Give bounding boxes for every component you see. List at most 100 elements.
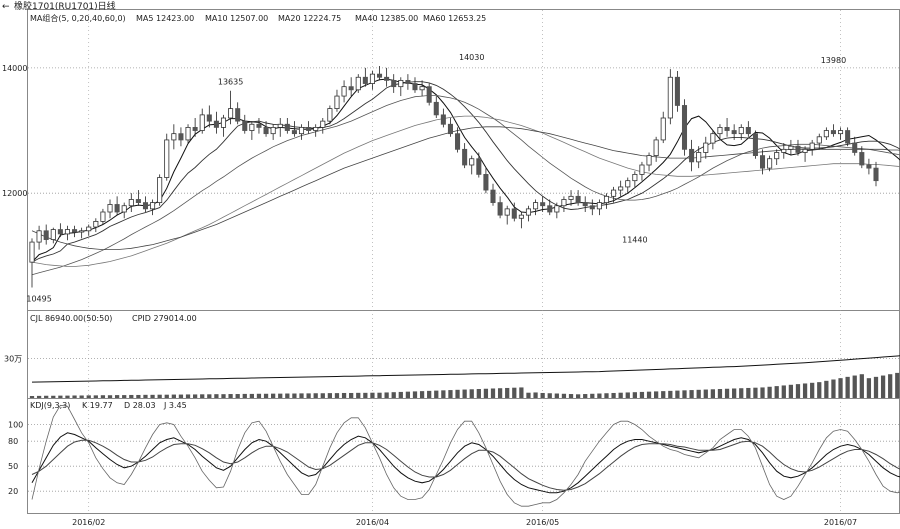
candle-body-up (838, 130, 844, 135)
candle (142, 196, 149, 212)
candle (440, 108, 446, 128)
volume-bar (540, 392, 545, 398)
candle (547, 199, 553, 216)
candle (689, 139, 695, 172)
candle (220, 114, 227, 137)
candle (107, 199, 113, 219)
candle-body-up (568, 195, 574, 200)
volume-bar (639, 391, 645, 398)
volume-bar (845, 376, 850, 398)
candle-body-up (533, 202, 539, 210)
candle (852, 136, 858, 156)
candle-body-down (213, 120, 219, 128)
volume-bar (292, 393, 297, 398)
candle-body-down (114, 204, 120, 213)
candle (752, 130, 758, 159)
volume-bar (717, 389, 723, 398)
candle-body-up (327, 108, 333, 122)
volume-bar (157, 394, 162, 398)
ma-line-ma60 (31, 126, 900, 251)
volume-bar (476, 389, 481, 398)
candle (589, 199, 595, 216)
volume-legend-label: CJL 86940.00(50:50) (30, 314, 112, 323)
volume-bar (185, 394, 191, 398)
candle-body-up (171, 133, 177, 141)
volume-bar (114, 395, 120, 398)
volume-bar (44, 395, 49, 398)
volume-bar (611, 392, 616, 398)
candle-body-down (540, 202, 546, 207)
volume-bar (526, 392, 531, 398)
volume-bar (462, 389, 467, 398)
ma-line-ma40 (31, 115, 900, 267)
candle (483, 168, 489, 194)
candle-body-up (717, 127, 723, 135)
volume-bar (164, 394, 169, 398)
volume-bar (313, 393, 318, 398)
candle (596, 199, 602, 216)
volume-bar (349, 392, 354, 398)
candle-body-down (589, 205, 595, 210)
price-annotation-label: 13635 (218, 78, 243, 87)
candle-body-down (192, 127, 198, 131)
candle-body-down (362, 76, 368, 84)
candle-body-up (164, 139, 170, 178)
candle (306, 121, 312, 134)
candle (405, 74, 411, 90)
volume-bar (519, 387, 524, 398)
candle-body-down (43, 230, 49, 240)
price-y-tick-label: 14000 (2, 64, 27, 73)
candle (334, 89, 340, 112)
volume-legend: CJL 86940.00(50:50) CPID 279014.00 (30, 314, 197, 323)
candle (809, 139, 815, 156)
volume-bar (412, 391, 418, 398)
price-y-tick-label: 12000 (2, 189, 27, 198)
candle (490, 183, 496, 206)
candle (86, 224, 92, 236)
candle (284, 118, 290, 134)
candle (150, 199, 156, 216)
candle (681, 99, 688, 156)
ma10-legend: MA10 12507.00 (205, 14, 268, 23)
volume-bar (490, 388, 496, 398)
candle-body-up (554, 205, 560, 213)
candle-body-up (341, 86, 347, 97)
volume-bars (29, 372, 900, 398)
candle (249, 121, 255, 140)
volume-bar (263, 393, 269, 398)
candle (298, 124, 305, 140)
chart-title: 橡胶1701(RU1701)日线 (14, 0, 116, 12)
candle (121, 202, 127, 219)
candle-body-down (447, 123, 453, 135)
kdj-d-legend: D 28.03 (124, 401, 156, 410)
candle (745, 121, 751, 137)
candle-body-down (731, 130, 737, 135)
kdj-line-j (31, 404, 900, 507)
volume-bar (107, 395, 113, 398)
candle (823, 127, 829, 140)
volume-bar (228, 394, 233, 398)
candle (830, 124, 836, 137)
candle (795, 139, 801, 156)
volume-bar (306, 393, 311, 398)
volume-bar (654, 391, 659, 398)
kdj-legend: KDJ(9,3,3) K 19.77 D 28.03 J 3.45 (30, 401, 187, 410)
candle (447, 118, 453, 137)
candle (639, 161, 645, 181)
candle-body-down (263, 127, 269, 135)
volume-bar (668, 390, 673, 398)
back-arrow-icon[interactable]: ← (2, 2, 10, 12)
candle-body-down (674, 76, 680, 106)
volume-bar (703, 389, 708, 398)
candle (199, 108, 205, 134)
candle-body-up (107, 204, 113, 213)
candle-body-up (157, 177, 163, 204)
candle (724, 118, 730, 137)
candle-body-down (873, 167, 879, 182)
candle-body-up (639, 164, 645, 175)
candle-body-down (72, 229, 78, 233)
open-interest-legend: CPID 279014.00 (132, 314, 197, 323)
candle-body-up (703, 142, 709, 153)
candle (497, 196, 503, 219)
candle-body-up (100, 211, 106, 222)
